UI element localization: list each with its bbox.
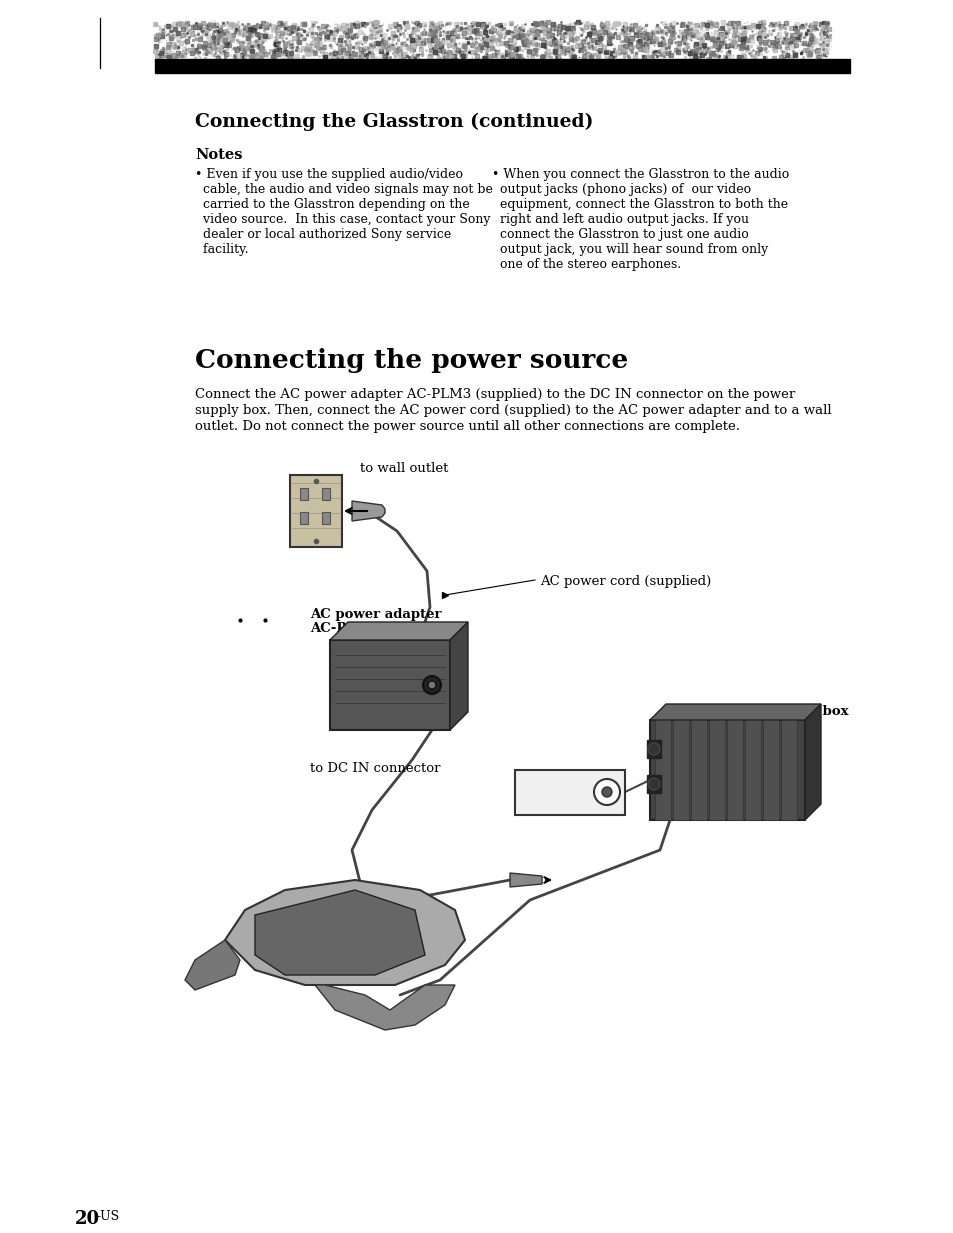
Text: AC power cord (supplied): AC power cord (supplied) [539, 575, 711, 588]
Bar [299, 512, 308, 524]
Polygon shape [254, 890, 424, 975]
Bar [762, 720, 779, 820]
Bar [154, 59, 849, 73]
Bar [515, 769, 624, 815]
Polygon shape [185, 940, 240, 990]
Text: 20: 20 [75, 1210, 100, 1228]
Text: AC power adapter: AC power adapter [310, 608, 441, 621]
Text: to wall outlet: to wall outlet [359, 462, 448, 475]
Text: Connecting the power source: Connecting the power source [194, 348, 628, 374]
Text: video source.  In this case, contact your Sony: video source. In this case, contact your… [194, 213, 490, 226]
Bar [646, 776, 660, 793]
Text: Connect the AC power adapter AC-PLM3 (supplied) to the DC IN connector on the po: Connect the AC power adapter AC-PLM3 (su… [194, 388, 795, 401]
Bar [690, 720, 706, 820]
Text: Display unit: Display unit [310, 919, 399, 931]
Polygon shape [649, 704, 821, 720]
Text: cable, the audio and video signals may not be: cable, the audio and video signals may n… [194, 182, 493, 196]
Text: Connecting the Glasstron (continued): Connecting the Glasstron (continued) [194, 113, 593, 131]
Text: output jacks (phono jacks) of  our video: output jacks (phono jacks) of our video [492, 182, 750, 196]
Bar [726, 720, 742, 820]
Bar [646, 740, 660, 758]
Text: • Even if you use the supplied audio/video: • Even if you use the supplied audio/vid… [194, 168, 462, 181]
Polygon shape [804, 704, 821, 820]
Text: equipment, connect the Glasstron to both the: equipment, connect the Glasstron to both… [492, 199, 787, 211]
Text: carried to the Glasstron depending on the: carried to the Glasstron depending on th… [194, 199, 469, 211]
Polygon shape [450, 621, 468, 730]
Bar [708, 720, 724, 820]
Bar [322, 488, 330, 501]
Bar [672, 720, 688, 820]
Text: DC IN 8.4V: DC IN 8.4V [520, 778, 583, 788]
Text: outlet. Do not connect the power source until all other connections are complete: outlet. Do not connect the power source … [194, 420, 740, 433]
Text: -US: -US [97, 1210, 120, 1223]
Circle shape [594, 779, 619, 805]
Polygon shape [225, 880, 464, 985]
Text: facility.: facility. [194, 243, 248, 256]
Text: supply box. Then, connect the AC power cord (supplied) to the AC power adapter a: supply box. Then, connect the AC power c… [194, 404, 831, 417]
Polygon shape [352, 501, 385, 522]
Circle shape [647, 743, 659, 755]
Circle shape [422, 676, 440, 694]
Text: Power supply box: Power supply box [720, 705, 847, 718]
Text: to DC IN connector: to DC IN connector [310, 762, 440, 776]
Bar [290, 475, 341, 547]
Circle shape [601, 787, 612, 797]
Text: output jack, you will hear sound from only: output jack, you will hear sound from on… [492, 243, 767, 256]
Text: dealer or local authorized Sony service: dealer or local authorized Sony service [194, 228, 451, 240]
Bar [781, 720, 796, 820]
Text: right and left audio output jacks. If you: right and left audio output jacks. If yo… [492, 213, 748, 226]
Bar [299, 488, 308, 501]
Text: AC-PLM3 (supplied): AC-PLM3 (supplied) [310, 621, 459, 635]
Circle shape [647, 778, 659, 790]
Polygon shape [510, 873, 541, 887]
Bar [744, 720, 760, 820]
Text: one of the stereo earphones.: one of the stereo earphones. [492, 258, 680, 271]
Text: • When you connect the Glasstron to the audio: • When you connect the Glasstron to the … [492, 168, 788, 181]
Text: connect the Glasstron to just one audio: connect the Glasstron to just one audio [492, 228, 748, 240]
Bar [649, 720, 804, 820]
Circle shape [428, 681, 436, 689]
Bar [330, 640, 450, 730]
Bar [655, 720, 670, 820]
Polygon shape [330, 621, 468, 640]
Text: Notes: Notes [194, 148, 242, 162]
Polygon shape [314, 985, 455, 1030]
Bar [322, 512, 330, 524]
